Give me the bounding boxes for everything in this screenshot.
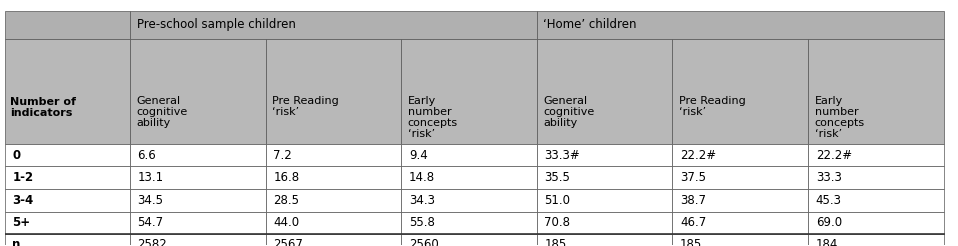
Bar [536, 11, 944, 39]
Text: 46.7: 46.7 [680, 216, 706, 230]
Text: 6.6: 6.6 [138, 149, 156, 162]
Bar [5, 234, 130, 246]
Text: 33.3#: 33.3# [544, 149, 581, 162]
Text: 2582: 2582 [138, 238, 168, 246]
Text: 13.1: 13.1 [138, 171, 164, 184]
Bar [265, 189, 401, 212]
Bar [809, 234, 944, 246]
Text: 1-2: 1-2 [12, 171, 34, 184]
Text: 22.2#: 22.2# [680, 149, 717, 162]
Bar [809, 212, 944, 234]
Bar [809, 39, 944, 144]
Text: 69.0: 69.0 [815, 216, 842, 230]
Text: 45.3: 45.3 [815, 194, 842, 207]
Bar [5, 166, 130, 189]
Bar [5, 212, 130, 234]
Text: 0: 0 [12, 149, 20, 162]
Text: General
cognitive
ability: General cognitive ability [543, 96, 595, 128]
Bar [130, 11, 536, 39]
Bar [809, 144, 944, 166]
Text: 14.8: 14.8 [409, 171, 435, 184]
Bar [673, 212, 809, 234]
Bar [265, 166, 401, 189]
Text: 34.5: 34.5 [138, 194, 164, 207]
Text: Early
number
concepts
‘risk’: Early number concepts ‘risk’ [408, 96, 458, 139]
Bar [130, 189, 265, 212]
Text: 5+: 5+ [12, 216, 31, 230]
Bar [5, 189, 130, 212]
Text: 2560: 2560 [409, 238, 439, 246]
Text: 3-4: 3-4 [12, 194, 34, 207]
Text: 55.8: 55.8 [409, 216, 435, 230]
Text: 37.5: 37.5 [680, 171, 706, 184]
Text: 16.8: 16.8 [273, 171, 299, 184]
Bar [536, 39, 673, 144]
Bar [536, 234, 673, 246]
Bar [673, 189, 809, 212]
Text: 185: 185 [680, 238, 702, 246]
Bar [673, 166, 809, 189]
Bar [265, 234, 401, 246]
Text: 44.0: 44.0 [273, 216, 299, 230]
Text: Early
number
concepts
‘risk’: Early number concepts ‘risk’ [814, 96, 865, 139]
Bar [401, 212, 536, 234]
Bar [536, 144, 673, 166]
Text: n: n [12, 238, 21, 246]
Bar [130, 144, 265, 166]
Text: 28.5: 28.5 [273, 194, 299, 207]
Bar [536, 212, 673, 234]
Bar [5, 11, 130, 39]
Text: 184: 184 [815, 238, 838, 246]
Bar [130, 166, 265, 189]
Bar [809, 189, 944, 212]
Text: 9.4: 9.4 [409, 149, 427, 162]
Text: 35.5: 35.5 [544, 171, 570, 184]
Bar [401, 166, 536, 189]
Bar [130, 212, 265, 234]
Text: Pre Reading
‘risk’: Pre Reading ‘risk’ [272, 96, 339, 117]
Bar [673, 39, 809, 144]
Bar [265, 144, 401, 166]
Bar [130, 39, 265, 144]
Text: 38.7: 38.7 [680, 194, 706, 207]
Bar [401, 39, 536, 144]
Text: Number of
indicators: Number of indicators [11, 97, 77, 118]
Bar [5, 144, 130, 166]
Bar [536, 166, 673, 189]
Bar [5, 39, 130, 144]
Text: ‘Home’ children: ‘Home’ children [543, 18, 637, 31]
Text: 7.2: 7.2 [273, 149, 292, 162]
Text: 51.0: 51.0 [544, 194, 570, 207]
Bar [401, 189, 536, 212]
Bar [130, 234, 265, 246]
Bar [673, 234, 809, 246]
Bar [265, 212, 401, 234]
Bar [809, 166, 944, 189]
Text: 2567: 2567 [273, 238, 303, 246]
Text: 70.8: 70.8 [544, 216, 570, 230]
Bar [401, 234, 536, 246]
Bar [536, 189, 673, 212]
Bar [401, 144, 536, 166]
Text: 34.3: 34.3 [409, 194, 435, 207]
Bar [265, 39, 401, 144]
Text: Pre-school sample children: Pre-school sample children [137, 18, 295, 31]
Text: 33.3: 33.3 [815, 171, 841, 184]
Text: Pre Reading
‘risk’: Pre Reading ‘risk’ [679, 96, 746, 117]
Bar [673, 144, 809, 166]
Text: 54.7: 54.7 [138, 216, 164, 230]
Text: General
cognitive
ability: General cognitive ability [137, 96, 188, 128]
Text: 22.2#: 22.2# [815, 149, 852, 162]
Text: 185: 185 [544, 238, 567, 246]
